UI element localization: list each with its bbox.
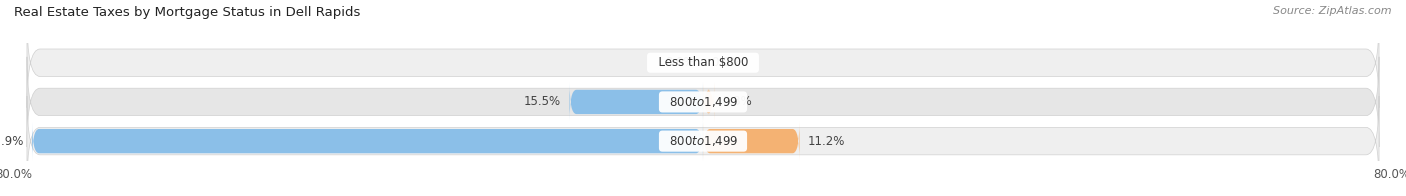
Text: 0.0%: 0.0%	[711, 56, 741, 69]
Text: Real Estate Taxes by Mortgage Status in Dell Rapids: Real Estate Taxes by Mortgage Status in …	[14, 6, 360, 19]
Text: Less than $800: Less than $800	[651, 56, 755, 69]
FancyBboxPatch shape	[569, 83, 703, 121]
Text: 15.5%: 15.5%	[524, 95, 561, 108]
FancyBboxPatch shape	[27, 96, 1379, 186]
FancyBboxPatch shape	[27, 57, 1379, 147]
Text: 0.0%: 0.0%	[665, 56, 695, 69]
Text: $800 to $1,499: $800 to $1,499	[662, 134, 744, 148]
Text: 11.2%: 11.2%	[808, 135, 845, 148]
Text: $800 to $1,499: $800 to $1,499	[662, 95, 744, 109]
Text: Source: ZipAtlas.com: Source: ZipAtlas.com	[1274, 6, 1392, 16]
FancyBboxPatch shape	[703, 122, 800, 160]
FancyBboxPatch shape	[703, 83, 714, 121]
FancyBboxPatch shape	[32, 122, 703, 160]
Text: 77.9%: 77.9%	[0, 135, 24, 148]
FancyBboxPatch shape	[27, 18, 1379, 108]
Text: 1.3%: 1.3%	[723, 95, 752, 108]
